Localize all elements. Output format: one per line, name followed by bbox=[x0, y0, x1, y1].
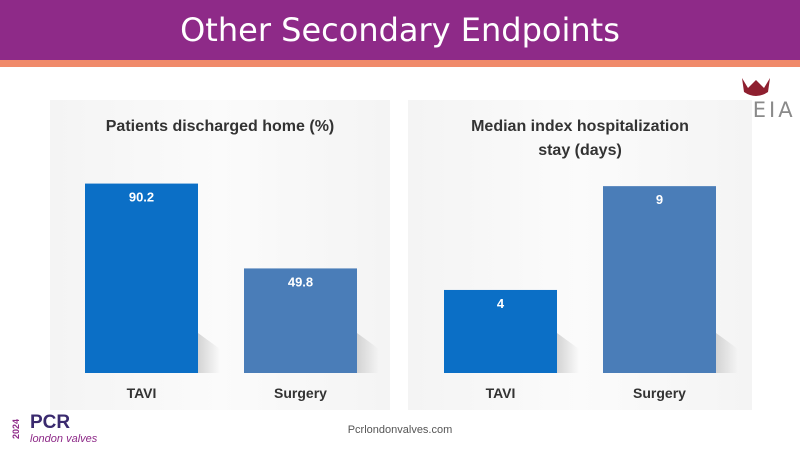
chart-title-line-2: stay (days) bbox=[538, 142, 622, 159]
data-label-0-tavi: 90.2 bbox=[129, 190, 154, 205]
bar-0-tavi bbox=[85, 183, 198, 373]
header-accent-band bbox=[0, 60, 800, 67]
bar-1-tavi bbox=[444, 289, 557, 373]
pcr-mark: PCR bbox=[30, 412, 71, 433]
category-label-0-surgery: Surgery bbox=[274, 385, 327, 401]
bar-0-surgery bbox=[244, 268, 357, 373]
bar-shadow-0-surgery bbox=[357, 333, 379, 373]
data-label-0-surgery: 49.8 bbox=[288, 274, 313, 289]
bar-shadow-0-tavi bbox=[198, 333, 220, 373]
pcr-subtitle: london valves bbox=[30, 433, 98, 445]
data-label-1-surgery: 9 bbox=[656, 192, 663, 207]
pcr-year: 2024 bbox=[11, 418, 22, 440]
pcr-london-valves-logo: 2024 PCR london valves bbox=[11, 410, 126, 450]
rheia-flower-icon bbox=[742, 78, 770, 96]
header-bar bbox=[0, 0, 800, 60]
bar-1-surgery bbox=[603, 186, 716, 373]
page-title: Other Secondary Endpoints bbox=[180, 11, 620, 49]
category-label-1-tavi: TAVI bbox=[486, 385, 516, 401]
chart-title-line-1: Median index hospitalization bbox=[471, 118, 689, 135]
category-label-1-surgery: Surgery bbox=[633, 385, 686, 401]
chart-title-discharged-home: Patients discharged home (%) bbox=[105, 118, 335, 135]
category-label-0-tavi: TAVI bbox=[127, 385, 157, 401]
data-label-1-tavi: 4 bbox=[497, 296, 505, 311]
bar-shadow-1-surgery bbox=[716, 333, 738, 373]
chart-title-hospitalization-stay: Median index hospitalization stay (days) bbox=[408, 115, 752, 163]
footer-url[interactable]: Pcrlondonvalves.com bbox=[347, 424, 453, 436]
bar-shadow-1-tavi bbox=[557, 333, 579, 373]
